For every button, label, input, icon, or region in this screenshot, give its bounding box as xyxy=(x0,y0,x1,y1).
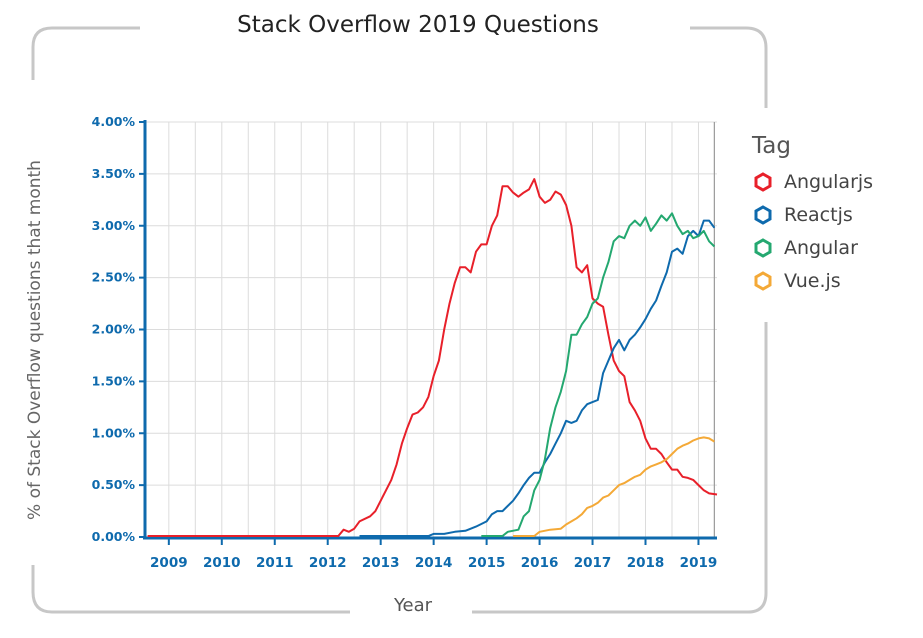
x-tick-label: 2012 xyxy=(309,555,347,571)
legend-item-angular: Angular xyxy=(752,231,912,264)
x-tick-label: 2016 xyxy=(521,555,559,571)
legend-label: Angularjs xyxy=(784,170,874,193)
legend-items: Angularjs Reactjs Angular Vue.js xyxy=(752,165,912,297)
x-tick-label: 2014 xyxy=(415,555,453,571)
legend-item-angularjs: Angularjs xyxy=(752,165,912,198)
x-tick-label: 2010 xyxy=(203,555,241,571)
x-tick-label: 2017 xyxy=(574,555,612,571)
y-tick-label: 3.50% xyxy=(92,166,136,181)
series-line-angular xyxy=(481,212,716,537)
y-tick-label: 2.00% xyxy=(92,322,136,337)
x-axis-label: Year xyxy=(393,595,433,616)
legend-label: Angular xyxy=(784,236,858,259)
x-tick-label: 2019 xyxy=(680,555,718,571)
legend: Tag Angularjs Reactjs Angular Vue.js xyxy=(752,133,912,297)
legend-item-vue-js: Vue.js xyxy=(752,264,912,297)
y-axis-label: % of Stack Overflow questions that month xyxy=(25,160,45,520)
x-tick-label: 2015 xyxy=(468,555,506,571)
series-line-angularjs xyxy=(147,178,718,537)
series-line-vue-js xyxy=(513,436,715,537)
y-tick-label: 1.50% xyxy=(92,373,136,388)
legend-title: Tag xyxy=(752,133,791,159)
y-tick-label: 0.00% xyxy=(92,529,136,544)
y-tick-label: 0.50% xyxy=(92,477,136,492)
series-line-reactjs xyxy=(359,219,716,537)
hexagon-icon xyxy=(754,237,772,258)
legend-label: Reactjs xyxy=(784,203,853,226)
x-tick-label: 2013 xyxy=(362,555,400,571)
x-tick-label: 2018 xyxy=(627,555,665,571)
legend-item-reactjs: Reactjs xyxy=(752,198,912,231)
hexagon-icon xyxy=(754,171,772,192)
chart-title: Stack Overflow 2019 Questions xyxy=(237,12,599,38)
x-tick-label: 2011 xyxy=(256,555,294,571)
legend-label: Vue.js xyxy=(784,269,841,292)
y-tick-label: 2.50% xyxy=(92,270,136,285)
hexagon-icon xyxy=(754,204,772,225)
y-tick-label: 4.00% xyxy=(92,114,136,129)
plot-area: 0.00% 0.50% 1.00% 1.50% 2.00% 2.50% 3.00% 3.50%… xyxy=(92,114,718,571)
x-tick-label: 2009 xyxy=(150,555,188,571)
y-tick-label: 1.00% xyxy=(92,425,136,440)
hexagon-icon xyxy=(754,270,772,291)
y-tick-label: 3.00% xyxy=(92,218,136,233)
